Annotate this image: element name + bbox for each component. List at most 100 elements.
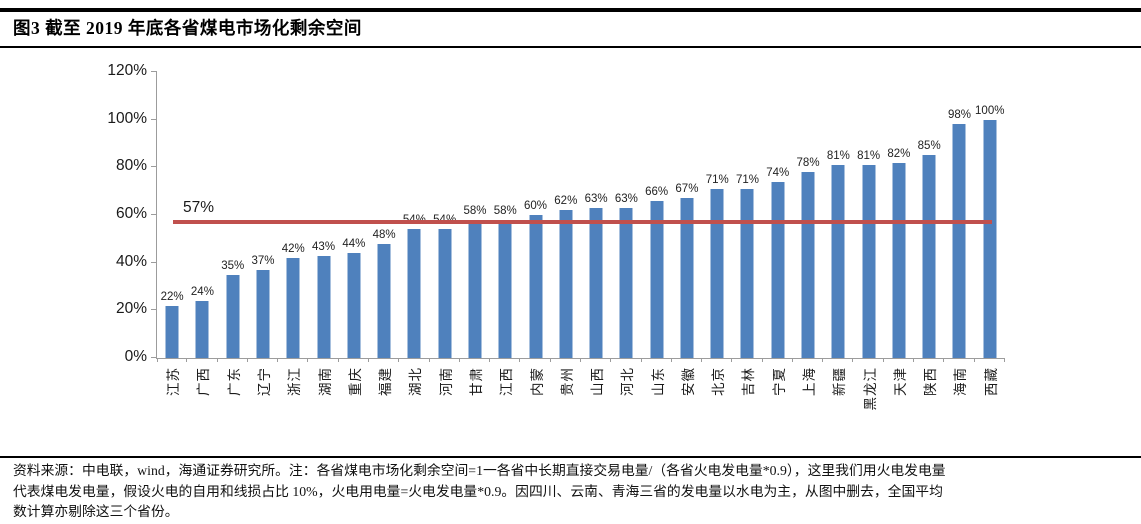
x-axis-label: 河北: [620, 367, 636, 396]
bar-series: 22% 江苏 24% 广西 35% 广东 37% 辽宁 42% 浙江 43% 湖南 44% 重庆 48% 福建…: [157, 72, 1005, 411]
x-axis-label: 河南: [438, 367, 454, 396]
bar: [952, 124, 966, 358]
x-axis-tick: [157, 358, 158, 362]
x-axis-tick: [791, 358, 793, 362]
bar: [589, 207, 603, 358]
bar: [771, 181, 785, 358]
bar-value-label: 98%: [947, 109, 971, 122]
bar-value-label: 58%: [463, 204, 487, 217]
x-axis-tick: [701, 358, 703, 362]
x-axis-tick: [610, 358, 612, 362]
bar-value-label: 24%: [190, 285, 214, 298]
x-axis-tick: [1003, 358, 1005, 362]
bar-slot: 82% 天津: [884, 72, 915, 396]
bar-slot: 81% 黑龙江: [853, 72, 884, 411]
bar: [710, 188, 724, 358]
x-axis-tick: [973, 358, 975, 362]
x-axis-tick: [943, 358, 945, 362]
x-axis-label: 天津: [892, 367, 908, 396]
bar-slot: 35% 广东: [218, 72, 248, 396]
bar-slot: 100% 西藏: [975, 72, 1005, 396]
bar: [317, 255, 331, 358]
bar-slot: 63% 山西: [581, 72, 612, 396]
x-axis-tick: [277, 358, 279, 362]
bar-slot: 60% 内蒙: [520, 72, 551, 396]
bar-slot: 22% 江苏: [157, 72, 188, 396]
bar: [983, 119, 997, 358]
x-axis-tick: [398, 358, 400, 362]
bar: [922, 155, 936, 358]
bar-slot: 71% 吉林: [732, 72, 763, 396]
bar-value-label: 71%: [735, 173, 759, 186]
bar: [377, 243, 391, 358]
bar-slot: 62% 贵州: [551, 72, 581, 396]
x-axis-label: 江苏: [166, 367, 182, 396]
bar-value-label: 35%: [221, 259, 245, 272]
bar-value-label: 48%: [372, 228, 396, 241]
x-axis-label: 浙江: [287, 367, 303, 396]
bar: [862, 164, 876, 358]
bar-value-label: 71%: [705, 173, 729, 186]
bar-value-label: 43%: [312, 240, 336, 253]
bar: [559, 210, 573, 358]
y-axis-label: 40%: [115, 252, 147, 270]
bar-slot: 37% 辽宁: [248, 72, 279, 396]
x-axis-tick: [852, 358, 854, 362]
bar: [195, 300, 209, 358]
x-axis-label: 辽宁: [256, 367, 272, 396]
bar-slot: 98% 海南: [944, 72, 975, 396]
bar-slot: 71% 北京: [702, 72, 733, 396]
bar: [740, 188, 754, 358]
x-axis-label: 广东: [226, 367, 242, 396]
x-axis-tick: [489, 358, 491, 362]
bar-value-label: 66%: [645, 185, 669, 198]
bar-slot: 67% 安徽: [672, 72, 703, 396]
y-axis-tick: [151, 309, 157, 311]
top-divider: [0, 8, 1141, 12]
bar: [286, 257, 300, 358]
bar: [165, 305, 179, 358]
bar-value-label: 42%: [281, 242, 305, 255]
x-axis-label: 安徽: [680, 367, 696, 396]
y-axis-tick: [151, 71, 157, 72]
y-axis-label: 0%: [124, 348, 147, 365]
bar-slot: 42% 浙江: [278, 72, 309, 396]
y-axis-label: 120%: [107, 62, 147, 79]
bar: [498, 219, 512, 358]
x-axis-tick: [913, 358, 915, 362]
y-axis-label: 100%: [107, 109, 147, 127]
y-axis-label: 60%: [115, 205, 147, 222]
source-note-line: 资料来源：中电联，wind，海通证券研究所。注：各省煤电市场化剩余空间=1一各省…: [13, 463, 946, 478]
bar: [650, 200, 664, 358]
source-note: 资料来源：中电联，wind，海通证券研究所。注：各省煤电市场化剩余空间=1一各省…: [13, 461, 1131, 523]
y-axis-label: 20%: [115, 300, 147, 318]
bar-slot: 78% 上海: [793, 72, 824, 396]
x-axis-label: 上海: [802, 367, 818, 396]
bar-value-label: 81%: [857, 149, 881, 162]
x-axis-label: 贵州: [559, 367, 575, 396]
bar-value-label: 82%: [887, 147, 911, 160]
x-axis-tick: [640, 358, 642, 362]
bar-slot: 81% 新疆: [823, 72, 854, 396]
x-axis-label: 山东: [650, 367, 666, 396]
bar-slot: 58% 江西: [490, 72, 521, 396]
bar: [407, 229, 421, 358]
x-axis-tick: [549, 358, 551, 362]
bar-value-label: 85%: [917, 140, 941, 153]
source-note-line: 代表煤电发电量，假设火电的自用和线损占比 10%，火电用电量=火电发电量*0.9…: [13, 483, 943, 499]
bar: [226, 274, 240, 358]
x-axis-label: 宁夏: [771, 367, 787, 396]
bar-slot: 44% 重庆: [339, 72, 369, 396]
bar-value-label: 63%: [584, 192, 608, 205]
x-axis-label: 甘肃: [468, 367, 484, 396]
y-axis-tick: [151, 214, 157, 215]
x-axis-label: 西藏: [983, 367, 999, 396]
y-axis-tick: [151, 166, 157, 168]
x-axis-tick: [579, 358, 581, 362]
x-axis-tick: [216, 358, 218, 362]
bar-value-label: 78%: [796, 157, 820, 170]
x-axis-label: 重庆: [347, 367, 363, 396]
bar-value-label: 62%: [554, 195, 578, 208]
title-divider: [0, 46, 1141, 48]
